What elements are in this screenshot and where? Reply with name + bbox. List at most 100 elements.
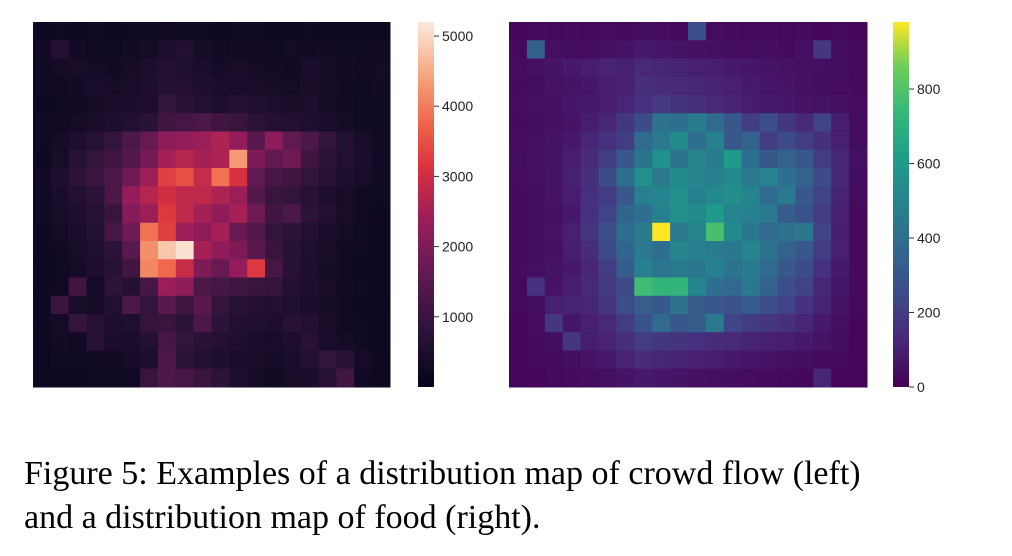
- heatmap-cell: [544, 58, 564, 78]
- heatmap-cell: [175, 350, 195, 370]
- heatmap-cell: [372, 95, 391, 114]
- heatmap-cell: [265, 76, 284, 96]
- heatmap-cell: [813, 277, 832, 297]
- heatmap-cell: [777, 76, 796, 96]
- heatmap-cell: [193, 277, 212, 297]
- heatmap-cell: [104, 113, 123, 132]
- heatmap-cell: [759, 131, 778, 151]
- heatmap-cell: [300, 168, 320, 187]
- heatmap-cell: [122, 131, 141, 151]
- heatmap-cell: [759, 241, 778, 260]
- heatmap-cell: [777, 277, 796, 297]
- heatmap-cell: [741, 76, 761, 96]
- heatmap-cell: [229, 186, 248, 205]
- heatmap-cell: [509, 40, 528, 59]
- heatmap-cell: [282, 277, 302, 297]
- heatmap-cell: [634, 40, 653, 59]
- heatmap-cell: [336, 40, 355, 59]
- heatmap-cell: [723, 204, 743, 224]
- heatmap-cell: [122, 332, 141, 351]
- heatmap-cell: [193, 131, 212, 151]
- heatmap-cell: [616, 149, 635, 169]
- heatmap-cell: [50, 332, 70, 351]
- heatmap-cell: [688, 149, 707, 169]
- heatmap-cell: [354, 40, 373, 59]
- heatmap-cell: [247, 186, 266, 205]
- heatmap-cell: [759, 222, 778, 242]
- heatmap-cell: [229, 113, 248, 132]
- heatmap-cell: [193, 314, 212, 333]
- heatmap-cell: [831, 222, 850, 242]
- heatmap-cell: [193, 368, 212, 388]
- heatmap-cell: [777, 204, 796, 224]
- heatmap-cell: [86, 295, 105, 315]
- heatmap-cell: [86, 131, 105, 151]
- heatmap-cell: [526, 368, 546, 388]
- heatmap-cell: [265, 58, 284, 78]
- heatmap-cell: [723, 131, 743, 151]
- heatmap-cell: [282, 259, 302, 278]
- heatmap-cell: [265, 241, 284, 260]
- heatmap-cell: [229, 368, 248, 388]
- heatmap-cell: [140, 204, 159, 224]
- heatmap-cell: [193, 40, 212, 59]
- heatmap-cell: [50, 168, 70, 187]
- heatmap-cell: [509, 149, 528, 169]
- heatmap-cell: [849, 204, 868, 224]
- heatmap-cell: [318, 368, 337, 388]
- heatmap-cell: [318, 131, 337, 151]
- heatmap-cell: [354, 149, 373, 169]
- heatmap-cell: [247, 222, 266, 242]
- heatmap-cell: [300, 113, 320, 132]
- heatmap-cell: [741, 58, 761, 78]
- heatmap-cell: [336, 149, 355, 169]
- heatmap-cell: [598, 222, 617, 242]
- heatmap-cell: [562, 40, 582, 59]
- heatmap-cell: [723, 241, 743, 260]
- heatmap-cell: [300, 277, 320, 297]
- heatmap-cell: [598, 368, 617, 388]
- heatmap-cell: [68, 222, 88, 242]
- heatmap-cell: [831, 22, 850, 41]
- heatmap-cell: [670, 40, 689, 59]
- heatmap-cell: [122, 277, 141, 297]
- heatmap-cell: [86, 332, 105, 351]
- heatmap-cell: [652, 76, 671, 96]
- heatmap-cell: [741, 259, 761, 278]
- heatmap-cell: [795, 40, 814, 59]
- heatmap-cell: [652, 222, 671, 242]
- heatmap-cell: [598, 149, 617, 169]
- heatmap-cell: [526, 22, 546, 41]
- heatmap-cell: [265, 314, 284, 333]
- heatmap-cell: [300, 332, 320, 351]
- heatmap-cell: [157, 95, 177, 114]
- heatmap-cell: [211, 368, 230, 388]
- heatmap-cell: [688, 95, 707, 114]
- heatmap-cell: [229, 350, 248, 370]
- heatmap-cell: [759, 168, 778, 187]
- heatmap-cell: [634, 222, 653, 242]
- heatmap-cell: [86, 350, 105, 370]
- heatmap-cell: [122, 222, 141, 242]
- heatmap-cell: [33, 168, 52, 187]
- heatmap-cell: [247, 149, 266, 169]
- heatmap-cell: [282, 149, 302, 169]
- heatmap-cell: [229, 204, 248, 224]
- heatmap-cell: [372, 368, 391, 388]
- heatmap-cell: [544, 76, 564, 96]
- heatmap-cell: [562, 131, 582, 151]
- heatmap-cell: [354, 58, 373, 78]
- heatmap-cell: [318, 259, 337, 278]
- heatmap-cell: [652, 95, 671, 114]
- heatmap-cell: [509, 22, 528, 41]
- heatmap-cell: [140, 222, 159, 242]
- heatmap-cell: [211, 168, 230, 187]
- heatmap-cell: [68, 186, 88, 205]
- heatmap-cell: [372, 314, 391, 333]
- heatmap-cell: [282, 350, 302, 370]
- heatmap-cell: [122, 22, 141, 41]
- heatmap-cell: [122, 295, 141, 315]
- heatmap-cell: [104, 149, 123, 169]
- heatmap-cell: [598, 332, 617, 351]
- food-colorbar: 0 200 400 600 800: [893, 22, 941, 395]
